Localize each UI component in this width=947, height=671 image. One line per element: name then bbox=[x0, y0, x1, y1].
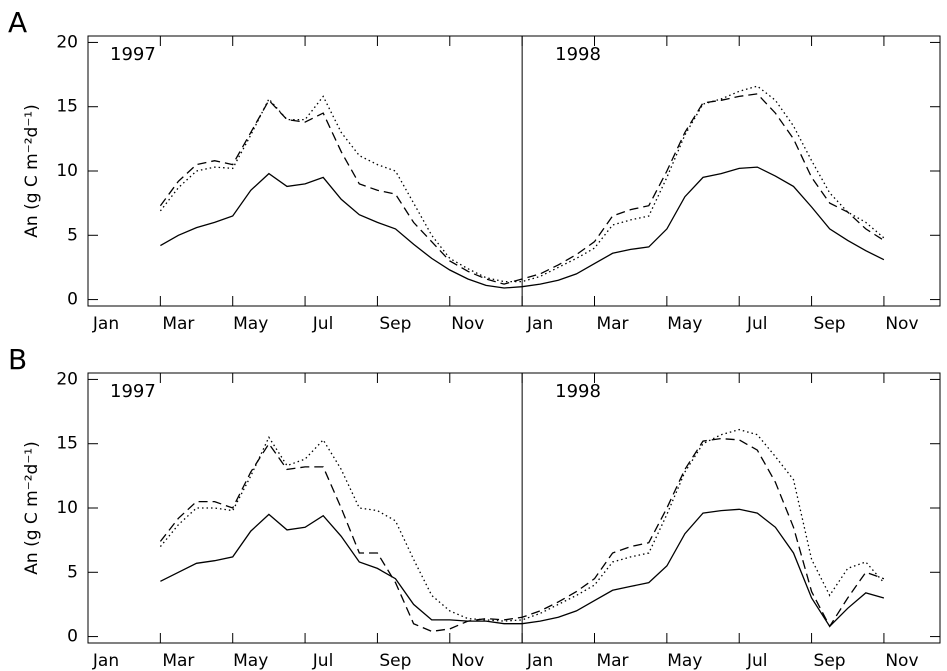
x-tick-label: Jan bbox=[526, 314, 553, 334]
x-tick-label: Nov bbox=[885, 314, 918, 334]
y-tick-label: 5 bbox=[67, 225, 78, 245]
data-line bbox=[159, 437, 885, 633]
x-tick-label: Sep bbox=[814, 651, 846, 671]
data-line bbox=[159, 428, 885, 622]
year-label: 1997 bbox=[110, 44, 156, 65]
x-tick-label: May bbox=[667, 651, 702, 671]
x-tick-label: May bbox=[233, 651, 268, 671]
y-tick-label: 20 bbox=[56, 369, 78, 389]
x-tick-label: Sep bbox=[379, 314, 411, 334]
plot-frame bbox=[87, 35, 941, 307]
y-tick-label: 5 bbox=[67, 562, 78, 582]
year-label: 1998 bbox=[555, 381, 601, 402]
data-line bbox=[159, 85, 885, 283]
x-tick-label: Mar bbox=[162, 314, 194, 334]
year-label: 1998 bbox=[555, 44, 601, 65]
x-tick-label: Sep bbox=[814, 314, 846, 334]
panel-label: A bbox=[8, 6, 27, 39]
x-tick-label: May bbox=[233, 314, 268, 334]
data-line bbox=[160, 166, 885, 289]
x-tick-label: Mar bbox=[596, 651, 628, 671]
panel-label: B bbox=[8, 343, 27, 376]
y-tick-label: 15 bbox=[56, 434, 78, 454]
y-tick-label: 20 bbox=[56, 32, 78, 52]
y-tick-label: 10 bbox=[56, 498, 78, 518]
x-tick-label: Nov bbox=[451, 314, 484, 334]
x-tick-label: Mar bbox=[596, 314, 628, 334]
y-tick-label: 0 bbox=[67, 627, 78, 647]
x-tick-label: Mar bbox=[162, 651, 194, 671]
x-tick-label: Jul bbox=[746, 314, 768, 334]
y-tick-label: 10 bbox=[56, 161, 78, 181]
data-line bbox=[159, 93, 885, 285]
x-tick-label: Jan bbox=[92, 651, 119, 671]
x-tick-label: Nov bbox=[451, 651, 484, 671]
x-tick-label: Jul bbox=[312, 314, 334, 334]
y-axis-label: An (g C m⁻²d⁻¹) bbox=[22, 104, 42, 237]
x-tick-label: Nov bbox=[885, 651, 918, 671]
year-label: 1997 bbox=[110, 381, 156, 402]
x-tick-label: Jan bbox=[92, 314, 119, 334]
y-tick-label: 0 bbox=[67, 290, 78, 310]
data-line bbox=[160, 508, 885, 628]
y-tick-label: 15 bbox=[56, 97, 78, 117]
x-tick-label: Sep bbox=[379, 651, 411, 671]
x-tick-label: Jul bbox=[312, 651, 334, 671]
x-tick-label: Jul bbox=[746, 651, 768, 671]
x-tick-label: May bbox=[667, 314, 702, 334]
y-axis-label: An (g C m⁻²d⁻¹) bbox=[22, 441, 42, 574]
x-tick-label: Jan bbox=[526, 651, 553, 671]
